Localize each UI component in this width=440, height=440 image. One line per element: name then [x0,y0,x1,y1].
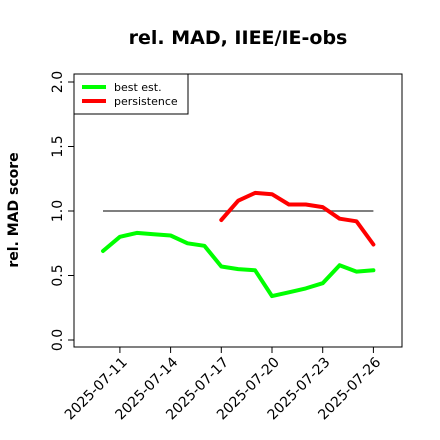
y-tick-label: 2.0 [50,71,66,93]
axes: 0.00.51.01.52.02025-07-112025-07-142025-… [50,71,384,424]
y-axis-label: rel. MAD score [6,152,22,267]
y-tick-label: 1.5 [50,135,66,157]
chart-marks [101,190,376,299]
chart-title: rel. MAD, IIEE/IE-obs [129,27,348,49]
legend: best est.persistence [73,73,189,115]
y-tick-label: 1.0 [50,200,66,222]
series-line-best-est- [101,230,376,299]
legend-label-persistence: persistence [114,95,178,108]
y-tick-label: 0.0 [50,329,66,351]
legend-box [73,73,189,115]
series-line-persistence [219,190,376,247]
y-tick-label: 0.5 [50,264,66,286]
legend-label-best-est-: best est. [114,81,162,94]
